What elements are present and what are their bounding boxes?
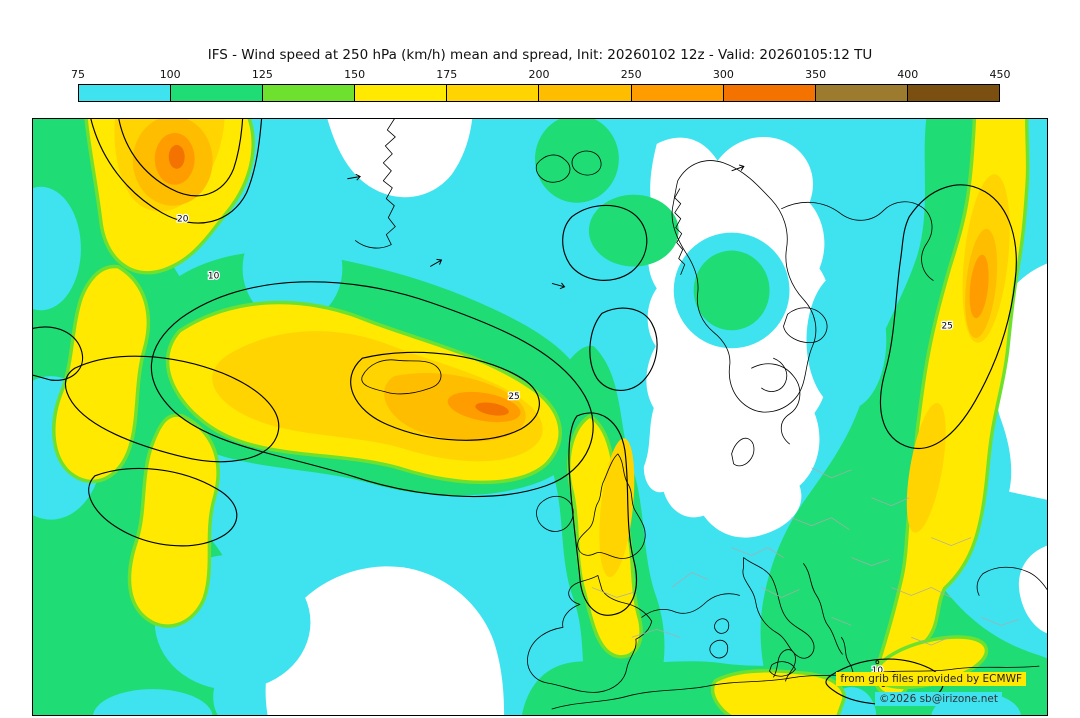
colorbar-tick-400: 400 — [897, 68, 919, 81]
colorbar-segments — [78, 84, 1000, 102]
spread-contours — [33, 119, 1017, 706]
contour-label: 25 — [941, 321, 952, 331]
colorbar-segment-7 — [723, 85, 816, 101]
wind-fill-deep-orange — [168, 144, 509, 416]
colorbar-segment-5 — [539, 85, 632, 101]
country-borders — [591, 467, 1020, 646]
wind-speed-map: 20 10 25 25 10 — [33, 119, 1047, 715]
colorbar-tick-75: 75 — [71, 68, 85, 81]
colorbar-segment-9 — [907, 85, 999, 101]
colorbar-segment-4 — [447, 85, 540, 101]
contour-label: 10 — [208, 271, 220, 281]
coastlines — [354, 119, 1047, 710]
colorbar-tick-350: 350 — [805, 68, 827, 81]
colorbar-tick-100: 100 — [159, 68, 181, 81]
colorbar-tick-175: 175 — [436, 68, 458, 81]
chart-title: IFS - Wind speed at 250 hPa (km/h) mean … — [207, 47, 873, 63]
colorbar-segment-0 — [79, 85, 172, 101]
contour-label: 20 — [177, 215, 189, 225]
colorbar-tick-125: 125 — [251, 68, 273, 81]
contour-label: 25 — [508, 392, 519, 402]
colorbar-segment-8 — [815, 85, 908, 101]
colorbar-segment-3 — [355, 85, 448, 101]
colorbar-tick-300: 300 — [712, 68, 734, 81]
map-panel: 20 10 25 25 10 from grib files provided … — [32, 118, 1048, 716]
attribution-copyright: ©2026 sb@irizone.net — [875, 692, 1002, 706]
colorbar-segment-6 — [631, 85, 724, 101]
wind-arrows — [347, 164, 745, 290]
colorbar-segment-1 — [171, 85, 264, 101]
colorbar-tick-200: 200 — [528, 68, 550, 81]
attribution-source: from grib files provided by ECMWF — [836, 672, 1026, 686]
colorbar-ticks: 75 100 125 150 175 200 250 300 350 400 450 — [71, 68, 1011, 82]
colorbar-tick-150: 150 — [344, 68, 366, 81]
colorbar-segment-2 — [263, 85, 356, 101]
colorbar-tick-450: 450 — [989, 68, 1011, 81]
colorbar-tick-250: 250 — [620, 68, 642, 81]
